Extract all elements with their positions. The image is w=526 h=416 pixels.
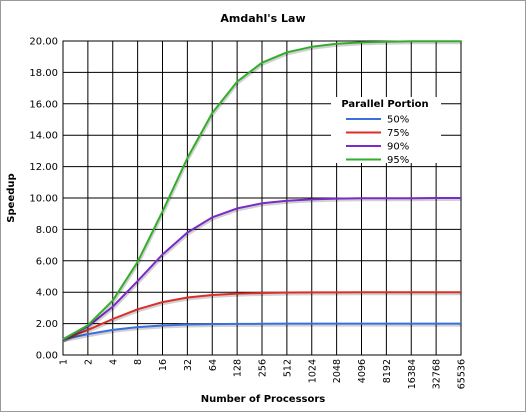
x-tick-label: 16	[158, 359, 169, 371]
x-axis-title: Number of Processors	[201, 394, 326, 405]
legend-label: 50%	[387, 115, 409, 126]
y-tick-label: 14.00	[29, 131, 58, 142]
y-tick-label: 16.00	[29, 99, 58, 110]
legend-label: 75%	[387, 128, 409, 139]
series-line-95%	[62, 40, 461, 341]
legend-label: 90%	[387, 142, 409, 153]
y-tick-label: 0.00	[36, 351, 58, 362]
x-tick-label: 32	[183, 359, 194, 371]
x-tick-label: 8192	[382, 359, 393, 383]
x-tick-labels: 1 2 4 8 16 32 64 128 256 512 1024 2048 4096 8192 16384…	[59, 359, 468, 389]
y-tick-label: 8.00	[36, 225, 58, 236]
series-line-50%	[62, 322, 461, 341]
x-tick-label: 32768	[432, 359, 443, 389]
y-tick-labels: 0.00 2.00 4.00 6.00 8.00 10.00 12.00 14.00 16.00…	[29, 37, 58, 362]
chart-title: Amdahl's Law	[220, 12, 305, 25]
y-tick-label: 18.00	[29, 68, 58, 79]
series-line-90%	[62, 197, 461, 341]
x-tick-label: 4096	[357, 359, 368, 383]
y-tick-label: 20.00	[29, 37, 58, 48]
series-layer	[62, 40, 462, 343]
legend: Parallel Portion 50% 75% 90% 95%	[331, 97, 441, 166]
x-tick-label: 512	[282, 359, 293, 377]
x-tick-label: 128	[233, 359, 244, 377]
x-tick-label: 1	[59, 359, 70, 365]
x-tick-label: 1024	[307, 359, 318, 383]
x-tick-label: 65536	[457, 359, 468, 389]
series-shadow-50%	[63, 323, 462, 343]
x-tick-label: 4	[108, 359, 119, 365]
x-tick-label: 16384	[407, 359, 418, 389]
y-axis-title: Speedup	[6, 173, 17, 222]
y-tick-label: 6.00	[36, 256, 58, 267]
legend-box	[331, 97, 441, 163]
x-tick-label: 256	[258, 359, 269, 377]
legend-label: 95%	[387, 155, 409, 166]
y-tick-label: 12.00	[29, 162, 58, 173]
series-line-75%	[62, 291, 461, 341]
legend-title: Parallel Portion	[341, 99, 428, 110]
x-tick-label: 2048	[332, 359, 343, 383]
y-tick-label: 2.00	[36, 319, 58, 330]
x-tick-label: 64	[208, 359, 219, 371]
y-tick-label: 10.00	[29, 194, 58, 205]
x-tick-label: 8	[133, 359, 144, 365]
series-shadow-95%	[62, 41, 462, 343]
x-tick-label: 2	[83, 359, 94, 365]
series-shadow-90%	[62, 197, 462, 343]
y-tick-label: 4.00	[36, 288, 58, 299]
series-shadow-75%	[63, 292, 462, 343]
